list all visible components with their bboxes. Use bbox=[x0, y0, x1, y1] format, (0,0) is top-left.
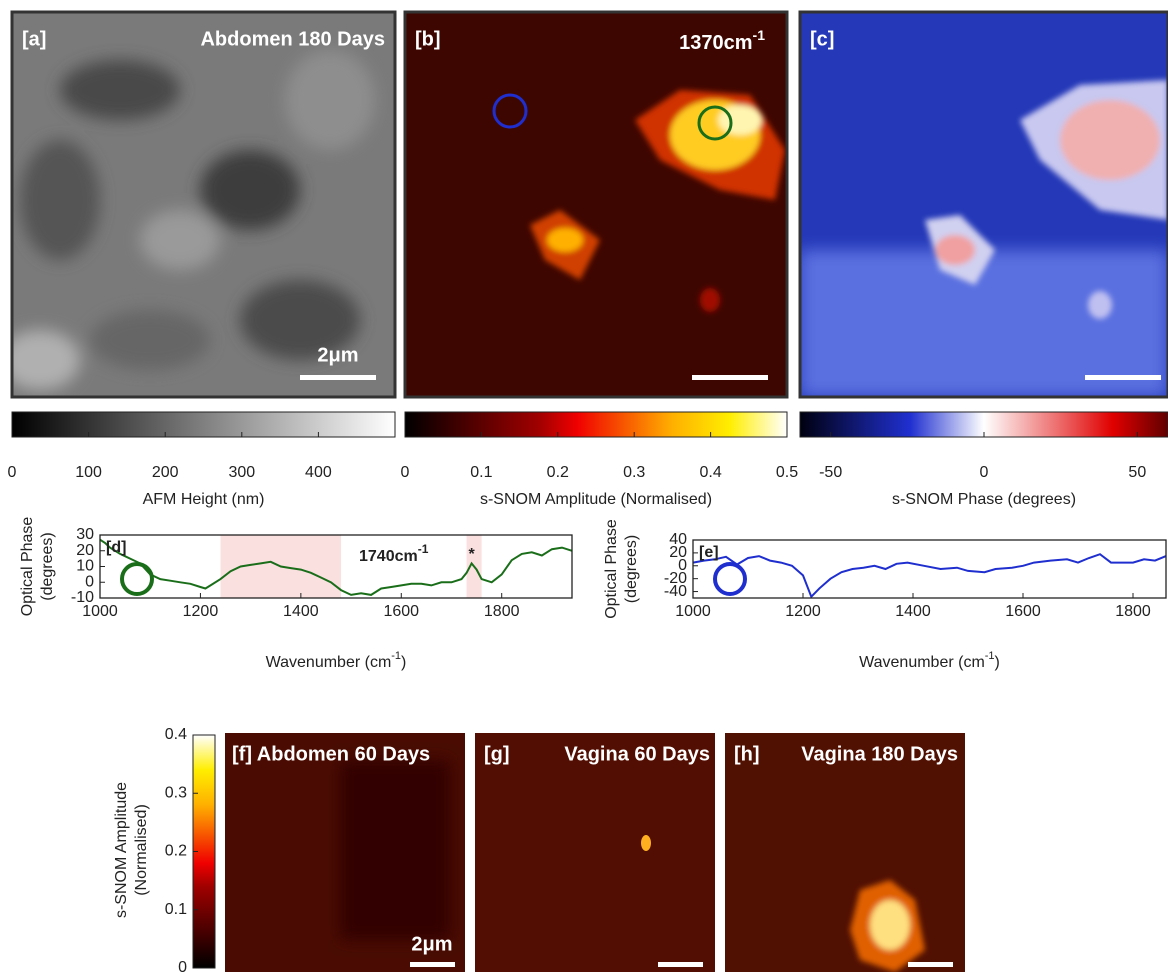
panel-label: [c] bbox=[810, 28, 834, 50]
tick-label: 0.5 bbox=[776, 464, 798, 481]
tick-label: 200 bbox=[152, 464, 179, 481]
y-axis-label: (degrees) bbox=[623, 535, 640, 603]
amplitude-image bbox=[405, 12, 787, 397]
y-axis-label: Optical Phase bbox=[19, 517, 36, 617]
colorbar bbox=[405, 412, 787, 437]
annotation-part: 1740cm bbox=[359, 548, 418, 565]
tick-label: 0.2 bbox=[165, 843, 187, 860]
panel-title: Abdomen 180 Days bbox=[200, 28, 385, 50]
x-label-part: ) bbox=[401, 654, 406, 671]
region-marker bbox=[715, 564, 745, 594]
y-tick-label: 40 bbox=[669, 531, 687, 548]
colorbar bbox=[12, 412, 395, 437]
phase-image bbox=[800, 12, 1168, 397]
region-marker bbox=[122, 564, 152, 594]
x-label-part: -1 bbox=[391, 650, 401, 662]
x-tick-label: 1200 bbox=[785, 603, 821, 620]
title-text: 1370cm bbox=[679, 32, 752, 54]
y-tick-label: -10 bbox=[71, 589, 94, 606]
y-tick-label: 0 bbox=[85, 573, 94, 590]
y-axis-label: (degrees) bbox=[39, 532, 56, 600]
scale-bar bbox=[1085, 375, 1161, 380]
colorbar-label: s-SNOM Amplitude bbox=[113, 782, 130, 918]
panel-title: Vagina 60 Days bbox=[564, 743, 710, 765]
x-tick-label: 1600 bbox=[383, 603, 419, 620]
title-sup: -1 bbox=[753, 27, 766, 43]
annotation: * bbox=[468, 546, 475, 563]
panel-label: [g] bbox=[484, 743, 510, 765]
tick-label: 0.1 bbox=[470, 464, 492, 481]
panel-label: [d] bbox=[106, 539, 126, 556]
tick-label: -50 bbox=[819, 464, 842, 481]
panel-label: [b] bbox=[415, 28, 441, 50]
tick-label: 300 bbox=[228, 464, 255, 481]
tick-label: 0.2 bbox=[547, 464, 569, 481]
annotation-part: -1 bbox=[418, 542, 429, 556]
afm-image bbox=[0, 12, 395, 397]
x-tick-label: 1400 bbox=[895, 603, 931, 620]
tick-label: 0.4 bbox=[165, 726, 187, 743]
x-axis-label: Wavenumber (cm-1) bbox=[266, 650, 407, 671]
tick-label: 0.4 bbox=[699, 464, 721, 481]
colorbar-label: AFM Height (nm) bbox=[143, 491, 265, 508]
colorbar-label: s-SNOM Amplitude (Normalised) bbox=[480, 491, 712, 508]
x-label-part: Wavenumber (cm bbox=[859, 654, 985, 671]
panel-label: [h] bbox=[734, 743, 760, 765]
figure: [a] Abdomen 180 Days 2μm [b] 1370cm-1 [c… bbox=[0, 0, 1168, 972]
plot-frame bbox=[693, 540, 1166, 598]
tick-label: 0 bbox=[8, 464, 17, 481]
tick-label: 0 bbox=[401, 464, 410, 481]
panel-title: Vagina 180 Days bbox=[801, 743, 958, 765]
tick-label: 100 bbox=[75, 464, 102, 481]
tick-label: 0.1 bbox=[165, 901, 187, 918]
scale-bar bbox=[692, 375, 768, 380]
x-tick-label: 1800 bbox=[1115, 603, 1151, 620]
x-tick-label: 1800 bbox=[484, 603, 520, 620]
x-tick-label: 1600 bbox=[1005, 603, 1041, 620]
annotation: 1740cm-1 bbox=[359, 542, 429, 565]
panel-label: [e] bbox=[699, 544, 719, 561]
tick-label: 0 bbox=[980, 464, 989, 481]
x-label-part: -1 bbox=[985, 650, 995, 662]
tick-label: 0.3 bbox=[623, 464, 645, 481]
tick-label: 0 bbox=[178, 959, 187, 972]
amplitude-images bbox=[225, 733, 965, 972]
x-axis-label: Wavenumber (cm-1) bbox=[859, 650, 1000, 671]
scale-bar bbox=[300, 375, 376, 380]
scale-label: 2μm bbox=[411, 933, 452, 955]
data-line bbox=[693, 554, 1166, 597]
x-tick-label: 1200 bbox=[183, 603, 219, 620]
y-axis-label: Optical Phase bbox=[603, 519, 620, 619]
tick-label: 0.3 bbox=[165, 784, 187, 801]
y-tick-label: 30 bbox=[76, 526, 94, 543]
x-tick-label: 1000 bbox=[675, 603, 711, 620]
y-tick-label: 20 bbox=[76, 542, 94, 559]
colorbar-label: (Normalised) bbox=[133, 804, 150, 896]
y-tick-label: 10 bbox=[76, 558, 94, 575]
x-tick-label: 1400 bbox=[283, 603, 319, 620]
panel-label: [f] Abdomen 60 Days bbox=[232, 743, 430, 765]
tick-label: 400 bbox=[305, 464, 332, 481]
x-label-part: ) bbox=[995, 654, 1000, 671]
tick-label: 50 bbox=[1128, 464, 1146, 481]
panel-label: [a] bbox=[22, 28, 46, 50]
colorbar-label: s-SNOM Phase (degrees) bbox=[892, 491, 1076, 508]
scale-label: 2μm bbox=[317, 344, 358, 366]
x-label-part: Wavenumber (cm bbox=[266, 654, 392, 671]
